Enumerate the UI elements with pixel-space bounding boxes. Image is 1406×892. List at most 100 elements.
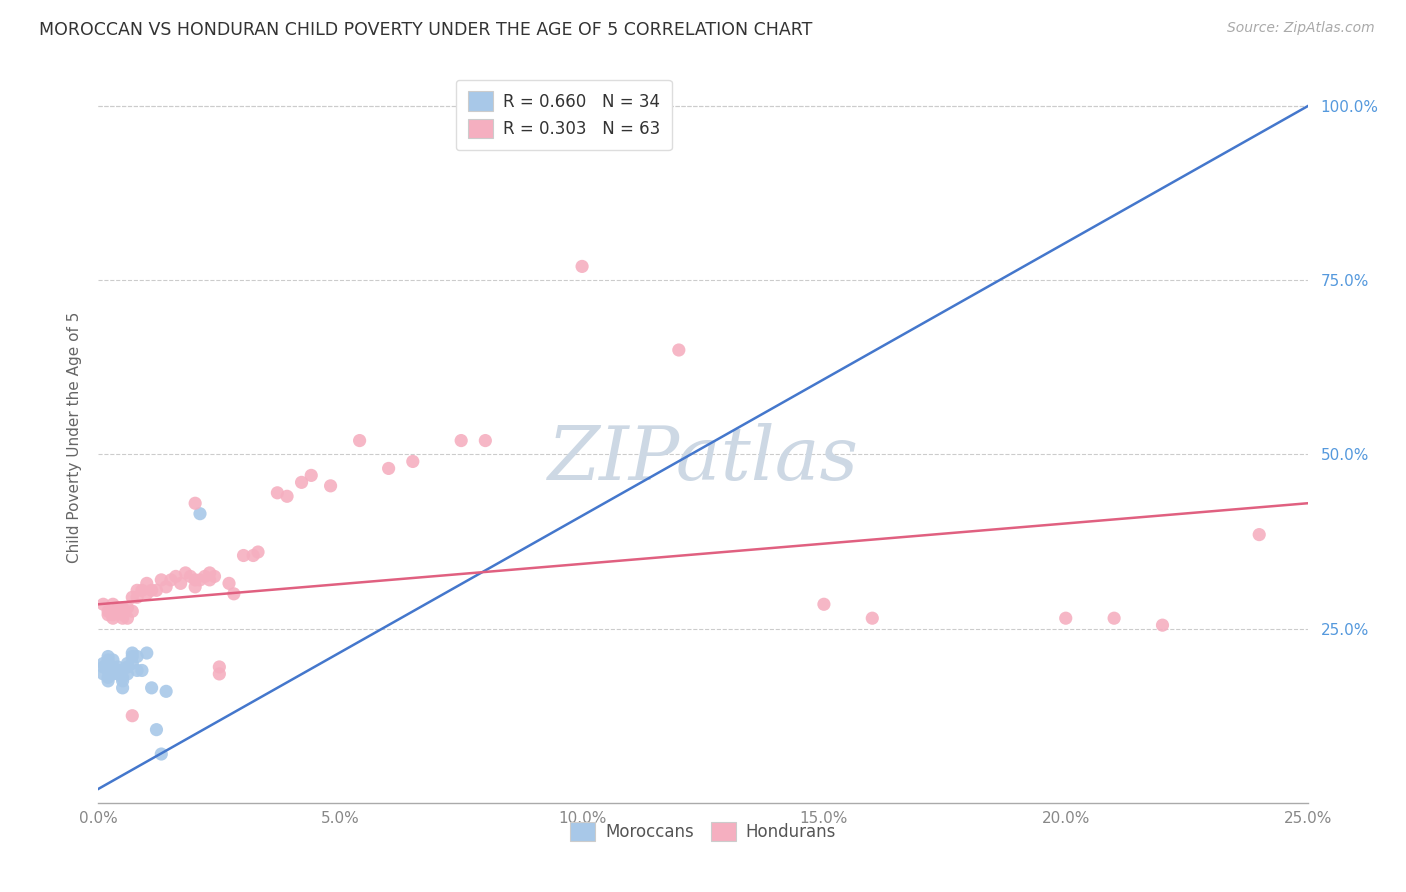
- Point: [198, 573, 221, 587]
- Point: [194, 569, 217, 583]
- Point: [117, 611, 139, 625]
- Point: [184, 580, 207, 594]
- Point: [131, 583, 153, 598]
- Point: [121, 708, 143, 723]
- Point: [111, 611, 134, 625]
- Point: [141, 681, 163, 695]
- Point: [222, 587, 245, 601]
- Point: [188, 573, 211, 587]
- Y-axis label: Child Poverty Under the Age of 5: Child Poverty Under the Age of 5: [66, 311, 82, 563]
- Point: [179, 569, 201, 583]
- Point: [668, 343, 690, 357]
- Point: [571, 260, 593, 274]
- Point: [165, 569, 187, 583]
- Point: [97, 653, 120, 667]
- Point: [150, 747, 173, 761]
- Point: [155, 580, 177, 594]
- Point: [91, 667, 114, 681]
- Point: [1102, 611, 1125, 625]
- Text: MOROCCAN VS HONDURAN CHILD POVERTY UNDER THE AGE OF 5 CORRELATION CHART: MOROCCAN VS HONDURAN CHILD POVERTY UNDER…: [39, 21, 813, 39]
- Point: [107, 604, 129, 618]
- Point: [242, 549, 264, 563]
- Point: [117, 657, 139, 671]
- Point: [450, 434, 472, 448]
- Point: [127, 591, 149, 605]
- Point: [127, 583, 149, 598]
- Point: [131, 664, 153, 678]
- Point: [121, 591, 143, 605]
- Point: [107, 660, 129, 674]
- Point: [145, 583, 167, 598]
- Point: [97, 670, 120, 684]
- Point: [155, 684, 177, 698]
- Point: [141, 583, 163, 598]
- Point: [198, 566, 221, 580]
- Point: [101, 597, 124, 611]
- Point: [135, 576, 157, 591]
- Point: [402, 454, 425, 468]
- Legend: Moroccans, Hondurans: Moroccans, Hondurans: [562, 814, 844, 849]
- Point: [184, 496, 207, 510]
- Point: [232, 549, 254, 563]
- Point: [208, 660, 231, 674]
- Point: [319, 479, 342, 493]
- Point: [474, 434, 496, 448]
- Point: [247, 545, 270, 559]
- Point: [101, 667, 124, 681]
- Point: [174, 566, 197, 580]
- Point: [276, 489, 298, 503]
- Text: ZIPatlas: ZIPatlas: [547, 423, 859, 495]
- Point: [97, 664, 120, 678]
- Point: [97, 604, 120, 618]
- Point: [111, 664, 134, 678]
- Point: [121, 649, 143, 664]
- Point: [107, 667, 129, 681]
- Point: [377, 461, 399, 475]
- Point: [299, 468, 322, 483]
- Point: [97, 673, 120, 688]
- Point: [101, 660, 124, 674]
- Point: [169, 576, 191, 591]
- Point: [160, 573, 183, 587]
- Point: [117, 660, 139, 674]
- Point: [101, 664, 124, 678]
- Point: [218, 576, 240, 591]
- Point: [188, 507, 211, 521]
- Point: [127, 664, 149, 678]
- Point: [111, 607, 134, 622]
- Point: [101, 653, 124, 667]
- Point: [91, 660, 114, 674]
- Point: [184, 573, 207, 587]
- Text: Source: ZipAtlas.com: Source: ZipAtlas.com: [1227, 21, 1375, 36]
- Point: [145, 723, 167, 737]
- Point: [860, 611, 883, 625]
- Point: [111, 600, 134, 615]
- Point: [91, 597, 114, 611]
- Point: [1152, 618, 1174, 632]
- Point: [107, 600, 129, 615]
- Point: [117, 667, 139, 681]
- Point: [135, 587, 157, 601]
- Point: [204, 569, 226, 583]
- Point: [101, 611, 124, 625]
- Point: [1054, 611, 1077, 625]
- Point: [101, 607, 124, 622]
- Point: [266, 485, 288, 500]
- Point: [150, 573, 173, 587]
- Point: [121, 646, 143, 660]
- Point: [107, 664, 129, 678]
- Point: [208, 667, 231, 681]
- Point: [121, 604, 143, 618]
- Point: [111, 670, 134, 684]
- Point: [127, 649, 149, 664]
- Point: [97, 607, 120, 622]
- Point: [290, 475, 312, 490]
- Point: [117, 600, 139, 615]
- Point: [121, 657, 143, 671]
- Point: [111, 673, 134, 688]
- Point: [91, 657, 114, 671]
- Point: [135, 646, 157, 660]
- Point: [97, 649, 120, 664]
- Point: [111, 681, 134, 695]
- Point: [813, 597, 835, 611]
